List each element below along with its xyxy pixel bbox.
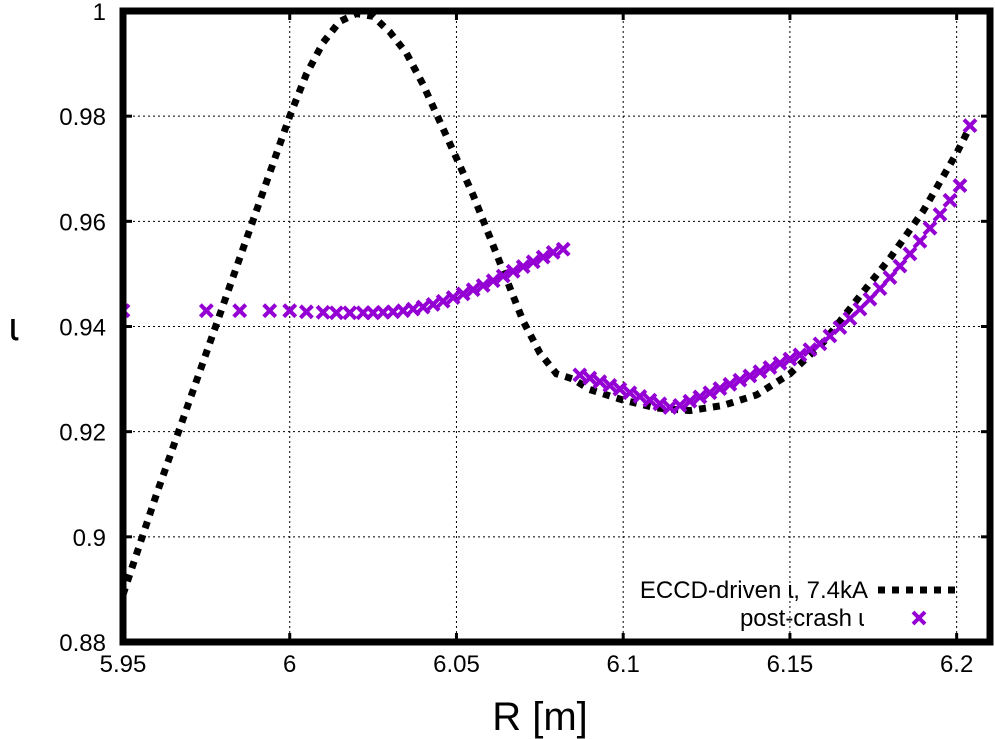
post-crash-point [545, 244, 561, 260]
post-crash-point [682, 393, 698, 409]
post-crash-point [642, 392, 658, 408]
post-crash-point [782, 351, 798, 367]
y-tick-label: 0.9 [73, 525, 106, 552]
legend: ECCD-driven ɩ, 7.4kA post-crash ɩ [640, 577, 958, 632]
post-crash-point [329, 305, 344, 321]
post-crash-point [495, 268, 511, 284]
post-crash-point [792, 347, 808, 363]
post-crash-point [535, 249, 551, 265]
post-crash-point [198, 303, 214, 319]
x-tick-labels: 5.95 6 6.05 6.1 6.15 6.2 [100, 651, 974, 678]
post-crash-point [425, 297, 441, 312]
series-post-crash [123, 118, 978, 415]
post-crash-point [632, 389, 648, 404]
y-tick-label: 1 [93, 0, 106, 26]
post-crash-point [692, 389, 708, 405]
series-eccd-driven [123, 11, 974, 596]
post-crash-point [872, 281, 888, 297]
x-tick-label: 5.95 [100, 651, 147, 678]
post-crash-point [712, 381, 728, 396]
post-crash-point [592, 374, 608, 390]
post-crash-point [232, 303, 248, 319]
post-crash-point [555, 241, 571, 257]
post-crash-point [802, 342, 818, 358]
post-crash-point [602, 377, 618, 393]
y-tick-labels: 0.88 0.9 0.92 0.94 0.96 0.98 1 [59, 0, 106, 657]
post-crash-point [772, 355, 788, 371]
post-crash-point [762, 360, 778, 375]
x-tick-label: 6.1 [607, 651, 640, 678]
post-crash-point [505, 263, 521, 279]
post-crash-point [435, 293, 451, 309]
post-crash-point [612, 381, 628, 397]
post-crash-point [662, 400, 678, 415]
post-crash-point [298, 304, 314, 320]
x-tick-label: 6 [283, 651, 296, 678]
post-crash-point [515, 259, 531, 274]
x-tick-label: 6.2 [940, 651, 973, 678]
legend-sample-post-crash [911, 610, 927, 626]
post-crash-point [932, 207, 948, 222]
legend-label-eccd-driven: ECCD-driven ɩ, 7.4kA [640, 577, 868, 604]
post-crash-point [405, 301, 421, 317]
post-crash-point [942, 192, 958, 208]
post-crash-point [622, 385, 638, 401]
post-crash-point [582, 370, 598, 386]
post-crash-point [282, 303, 298, 319]
x-tick-label: 6.15 [767, 651, 814, 678]
post-crash-point [445, 290, 461, 305]
y-tick-label: 0.94 [59, 315, 106, 342]
post-crash-point [415, 299, 431, 315]
post-crash-point [123, 303, 131, 319]
post-crash-point [572, 367, 588, 383]
post-crash-point [315, 304, 331, 320]
post-crash-point [702, 385, 718, 401]
post-crash-point [902, 246, 918, 262]
post-crash-point [882, 270, 898, 286]
post-crash-point [652, 396, 668, 412]
post-crash-point [952, 178, 968, 193]
post-crash-point [742, 368, 758, 384]
post-crash-point [922, 220, 938, 236]
y-tick-label: 0.92 [59, 420, 106, 447]
legend-label-post-crash: post-crash ɩ [740, 605, 865, 632]
post-crash-point [465, 282, 481, 298]
grid [123, 11, 990, 642]
post-crash-point [912, 233, 928, 249]
y-tick-label: 0.88 [59, 630, 106, 657]
post-crash-point [722, 376, 738, 392]
y-tick-label: 0.98 [59, 104, 106, 131]
y-axis-title: ɩ [10, 305, 19, 349]
post-crash-point [455, 286, 471, 302]
post-crash-point [262, 303, 278, 319]
post-crash-point [485, 273, 501, 289]
x-axis-title: R [m] [492, 695, 588, 739]
post-crash-point [892, 258, 908, 274]
post-crash-point [525, 254, 541, 270]
y-tick-label: 0.96 [59, 209, 106, 236]
eccd-driven-line [123, 11, 974, 596]
axis-ticks [121, 9, 990, 644]
post-crash-point [862, 291, 878, 307]
post-crash-point [342, 305, 358, 321]
x-tick-label: 6.05 [433, 651, 480, 678]
post-crash-point [752, 364, 768, 380]
post-crash-point [732, 372, 748, 388]
post-crash-point [475, 278, 491, 293]
post-crash-point [672, 397, 688, 413]
post-crash-point [962, 118, 978, 134]
